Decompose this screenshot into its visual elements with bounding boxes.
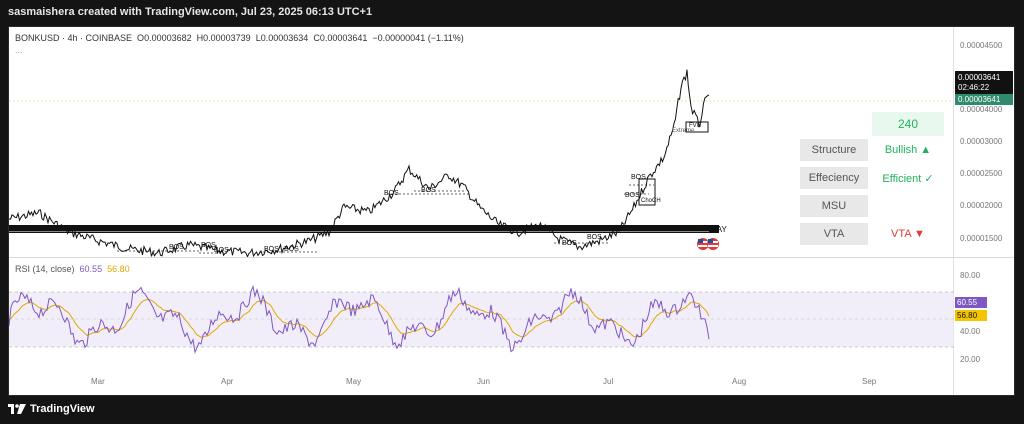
- open-value: 0.00003682: [144, 33, 192, 43]
- rsi-title: RSI (14, close): [15, 264, 75, 274]
- symbol-legend[interactable]: BONKUSD · 4h · COINBASE O0.00003682 H0.0…: [15, 33, 464, 55]
- panel-label-efficiency: Effeciency: [799, 166, 869, 190]
- more-indicators-button[interactable]: ...: [15, 45, 23, 55]
- time-label: May: [346, 377, 362, 386]
- chart-canvas: BOS BOS BOS BOS BOS BOS BOS BOS BOS BOS …: [9, 69, 954, 355]
- close-label: C: [313, 33, 320, 43]
- liquidity-band-gap: [9, 231, 709, 232]
- bos-label: BOS: [264, 246, 279, 253]
- bos-label: BOS: [587, 234, 602, 241]
- low-value: 0.00003634: [260, 33, 309, 43]
- bos-label: BOS: [169, 244, 184, 251]
- price-series: [9, 69, 710, 258]
- panel-label-structure: Structure: [799, 138, 869, 162]
- fvg-label: FVG: [689, 123, 702, 129]
- rsi-legend[interactable]: RSI (14, close) 60.55 56.80: [15, 264, 130, 274]
- tradingview-logo[interactable]: TradingView: [8, 403, 95, 415]
- bos-label: BOS: [214, 247, 229, 254]
- bos-label: BOS: [201, 242, 216, 249]
- rsi-ma-value: 56.80: [107, 264, 130, 274]
- rsi-value-tag: 60.55: [955, 297, 987, 308]
- high-value: 0.00003739: [203, 33, 251, 43]
- panel-value-structure: Bullish ▲: [871, 138, 945, 162]
- bos-label: BOS: [384, 190, 399, 197]
- bar-countdown: 02:46:22: [958, 83, 990, 92]
- change-value: −0.00000041 (−1.11%): [372, 33, 464, 43]
- chart-frame[interactable]: BOS BOS BOS BOS BOS BOS BOS BOS BOS BOS …: [8, 26, 1015, 396]
- rsi-tick: 20.00: [960, 355, 981, 364]
- last-price-value: 0.00003641: [958, 73, 1001, 82]
- high-label: H: [196, 33, 204, 43]
- close-value: 0.00003641: [319, 33, 368, 43]
- low-label: L: [255, 33, 261, 43]
- timeframe-badge: 240: [872, 112, 944, 136]
- panel-label-vta: VTA: [799, 222, 869, 246]
- price-tick: 0.00004000: [960, 105, 1003, 114]
- symbol-title[interactable]: BONKUSD · 4h · COINBASE: [15, 33, 133, 43]
- time-label: Jun: [477, 377, 490, 386]
- price-tick: 0.00003000: [960, 137, 1003, 146]
- us-flag-event-icon: [697, 238, 709, 250]
- choch-label: ChoCH: [641, 198, 661, 204]
- rsi-band: [9, 292, 954, 347]
- time-label: Apr: [221, 377, 234, 386]
- price-tick: 0.00002000: [960, 201, 1003, 210]
- time-label: Mar: [91, 377, 105, 386]
- rsi-tick: 80.00: [960, 271, 981, 280]
- time-label: Jul: [603, 377, 614, 386]
- rsi-tick: 40.00: [960, 327, 981, 336]
- bos-label: BOS: [284, 246, 299, 253]
- panel-value-vta: VTA ▼: [871, 222, 945, 246]
- top-bar: sasmaishera created with TradingView.com…: [0, 0, 1024, 26]
- secondary-price-tag: 0.00003641: [955, 94, 1013, 105]
- price-axis[interactable]: 0.00004500 0.00004000 0.00003000 0.00002…: [954, 27, 1014, 395]
- tradingview-logo-icon: [8, 404, 26, 414]
- bos-label: BOS: [625, 192, 640, 199]
- price-plot-area[interactable]: BOS BOS BOS BOS BOS BOS BOS BOS BOS BOS …: [9, 27, 954, 395]
- bottom-bar: TradingView: [0, 396, 1024, 424]
- liquidity-band: [9, 225, 719, 233]
- time-label: Aug: [732, 377, 747, 386]
- order-block-box: [685, 121, 709, 133]
- rsi-value: 60.55: [79, 264, 103, 274]
- panel-value-msu: [871, 194, 945, 218]
- bos-label: BOS: [631, 174, 646, 181]
- pane-separator[interactable]: [9, 257, 1014, 258]
- price-tick: 0.00002500: [960, 169, 1003, 178]
- time-label: Sep: [862, 377, 877, 386]
- created-caption: sasmaishera created with TradingView.com…: [8, 6, 373, 18]
- price-tick: 0.00004500: [960, 41, 1003, 50]
- bos-label: BOS: [562, 240, 577, 247]
- last-price-tag: 0.00003641 02:46:22: [955, 71, 1013, 95]
- us-flag-event-icon: [707, 238, 719, 250]
- open-label: O: [137, 33, 145, 43]
- rsi-series: [9, 284, 710, 355]
- price-tick: 0.00001500: [960, 234, 1003, 243]
- extreme-label: Extreme: [672, 128, 695, 134]
- panel-label-msu: MSU: [799, 194, 869, 218]
- bos-label: BOS: [421, 187, 436, 194]
- rsi-ma-tag: 56.80: [955, 310, 987, 321]
- day-label: DAY: [711, 225, 728, 234]
- panel-value-efficiency: Efficient ✓: [871, 166, 945, 190]
- brand-name: TradingView: [30, 403, 95, 415]
